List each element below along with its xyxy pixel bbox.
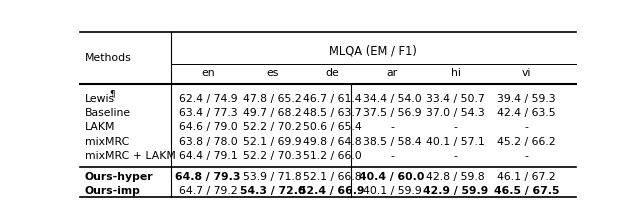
Text: hi: hi <box>451 69 460 78</box>
Text: Ours-imp: Ours-imp <box>85 186 141 196</box>
Text: 42.8 / 59.8: 42.8 / 59.8 <box>426 172 484 182</box>
Text: 47.8 / 65.2: 47.8 / 65.2 <box>243 94 302 104</box>
Text: Methods: Methods <box>85 53 132 63</box>
Text: -: - <box>524 122 529 132</box>
Text: 63.8 / 78.0: 63.8 / 78.0 <box>179 137 237 147</box>
Text: 50.6 / 65.4: 50.6 / 65.4 <box>303 122 362 132</box>
Text: de: de <box>325 69 339 78</box>
Text: -: - <box>454 122 458 132</box>
Text: mixMRC + LAKM: mixMRC + LAKM <box>85 151 176 161</box>
Text: 64.8 / 79.3: 64.8 / 79.3 <box>175 172 241 182</box>
Text: 52.1 / 69.9: 52.1 / 69.9 <box>243 137 302 147</box>
Text: 40.4 / 60.0: 40.4 / 60.0 <box>359 172 425 182</box>
Text: 40.1 / 59.9: 40.1 / 59.9 <box>363 186 421 196</box>
Text: 46.1 / 67.2: 46.1 / 67.2 <box>497 172 556 182</box>
Text: 63.4 / 77.3: 63.4 / 77.3 <box>179 108 237 118</box>
Text: -: - <box>390 122 394 132</box>
Text: 62.4 / 74.9: 62.4 / 74.9 <box>179 94 237 104</box>
Text: 64.6 / 79.0: 64.6 / 79.0 <box>179 122 237 132</box>
Text: 42.4 / 63.5: 42.4 / 63.5 <box>497 108 556 118</box>
Text: 46.7 / 61.4: 46.7 / 61.4 <box>303 94 362 104</box>
Text: 49.8 / 64.8: 49.8 / 64.8 <box>303 137 362 147</box>
Text: mixMRC: mixMRC <box>85 137 129 147</box>
Text: ¶: ¶ <box>110 90 115 99</box>
Text: vi: vi <box>522 69 531 78</box>
Text: Ours-hyper: Ours-hyper <box>85 172 154 182</box>
Text: 49.7 / 68.2: 49.7 / 68.2 <box>243 108 302 118</box>
Text: 45.2 / 66.2: 45.2 / 66.2 <box>497 137 556 147</box>
Text: Baseline: Baseline <box>85 108 131 118</box>
Text: -: - <box>390 151 394 161</box>
Text: -: - <box>454 151 458 161</box>
Text: -: - <box>524 151 529 161</box>
Text: Lewis: Lewis <box>85 94 115 104</box>
Text: 64.7 / 79.2: 64.7 / 79.2 <box>179 186 237 196</box>
Text: MLQA (EM / F1): MLQA (EM / F1) <box>330 44 417 57</box>
Text: 52.4 / 66.9: 52.4 / 66.9 <box>300 186 365 196</box>
Text: 51.2 / 66.0: 51.2 / 66.0 <box>303 151 362 161</box>
Text: 42.9 / 59.9: 42.9 / 59.9 <box>423 186 488 196</box>
Text: 48.5 / 63.7: 48.5 / 63.7 <box>303 108 362 118</box>
Text: 38.5 / 58.4: 38.5 / 58.4 <box>363 137 421 147</box>
Text: 33.4 / 50.7: 33.4 / 50.7 <box>426 94 485 104</box>
Text: 39.4 / 59.3: 39.4 / 59.3 <box>497 94 556 104</box>
Text: 52.2 / 70.2: 52.2 / 70.2 <box>243 122 302 132</box>
Text: 40.1 / 57.1: 40.1 / 57.1 <box>426 137 485 147</box>
Text: 46.5 / 67.5: 46.5 / 67.5 <box>493 186 559 196</box>
Text: 54.3 / 72.0: 54.3 / 72.0 <box>240 186 305 196</box>
Text: 52.2 / 70.3: 52.2 / 70.3 <box>243 151 302 161</box>
Text: 53.9 / 71.8: 53.9 / 71.8 <box>243 172 302 182</box>
Text: ar: ar <box>387 69 397 78</box>
Text: 34.4 / 54.0: 34.4 / 54.0 <box>363 94 421 104</box>
Text: en: en <box>201 69 215 78</box>
Text: 52.1 / 66.8: 52.1 / 66.8 <box>303 172 362 182</box>
Text: 64.4 / 79.1: 64.4 / 79.1 <box>179 151 237 161</box>
Text: 37.0 / 54.3: 37.0 / 54.3 <box>426 108 485 118</box>
Text: 37.5 / 56.9: 37.5 / 56.9 <box>363 108 421 118</box>
Text: LAKM: LAKM <box>85 122 115 132</box>
Text: es: es <box>266 69 278 78</box>
